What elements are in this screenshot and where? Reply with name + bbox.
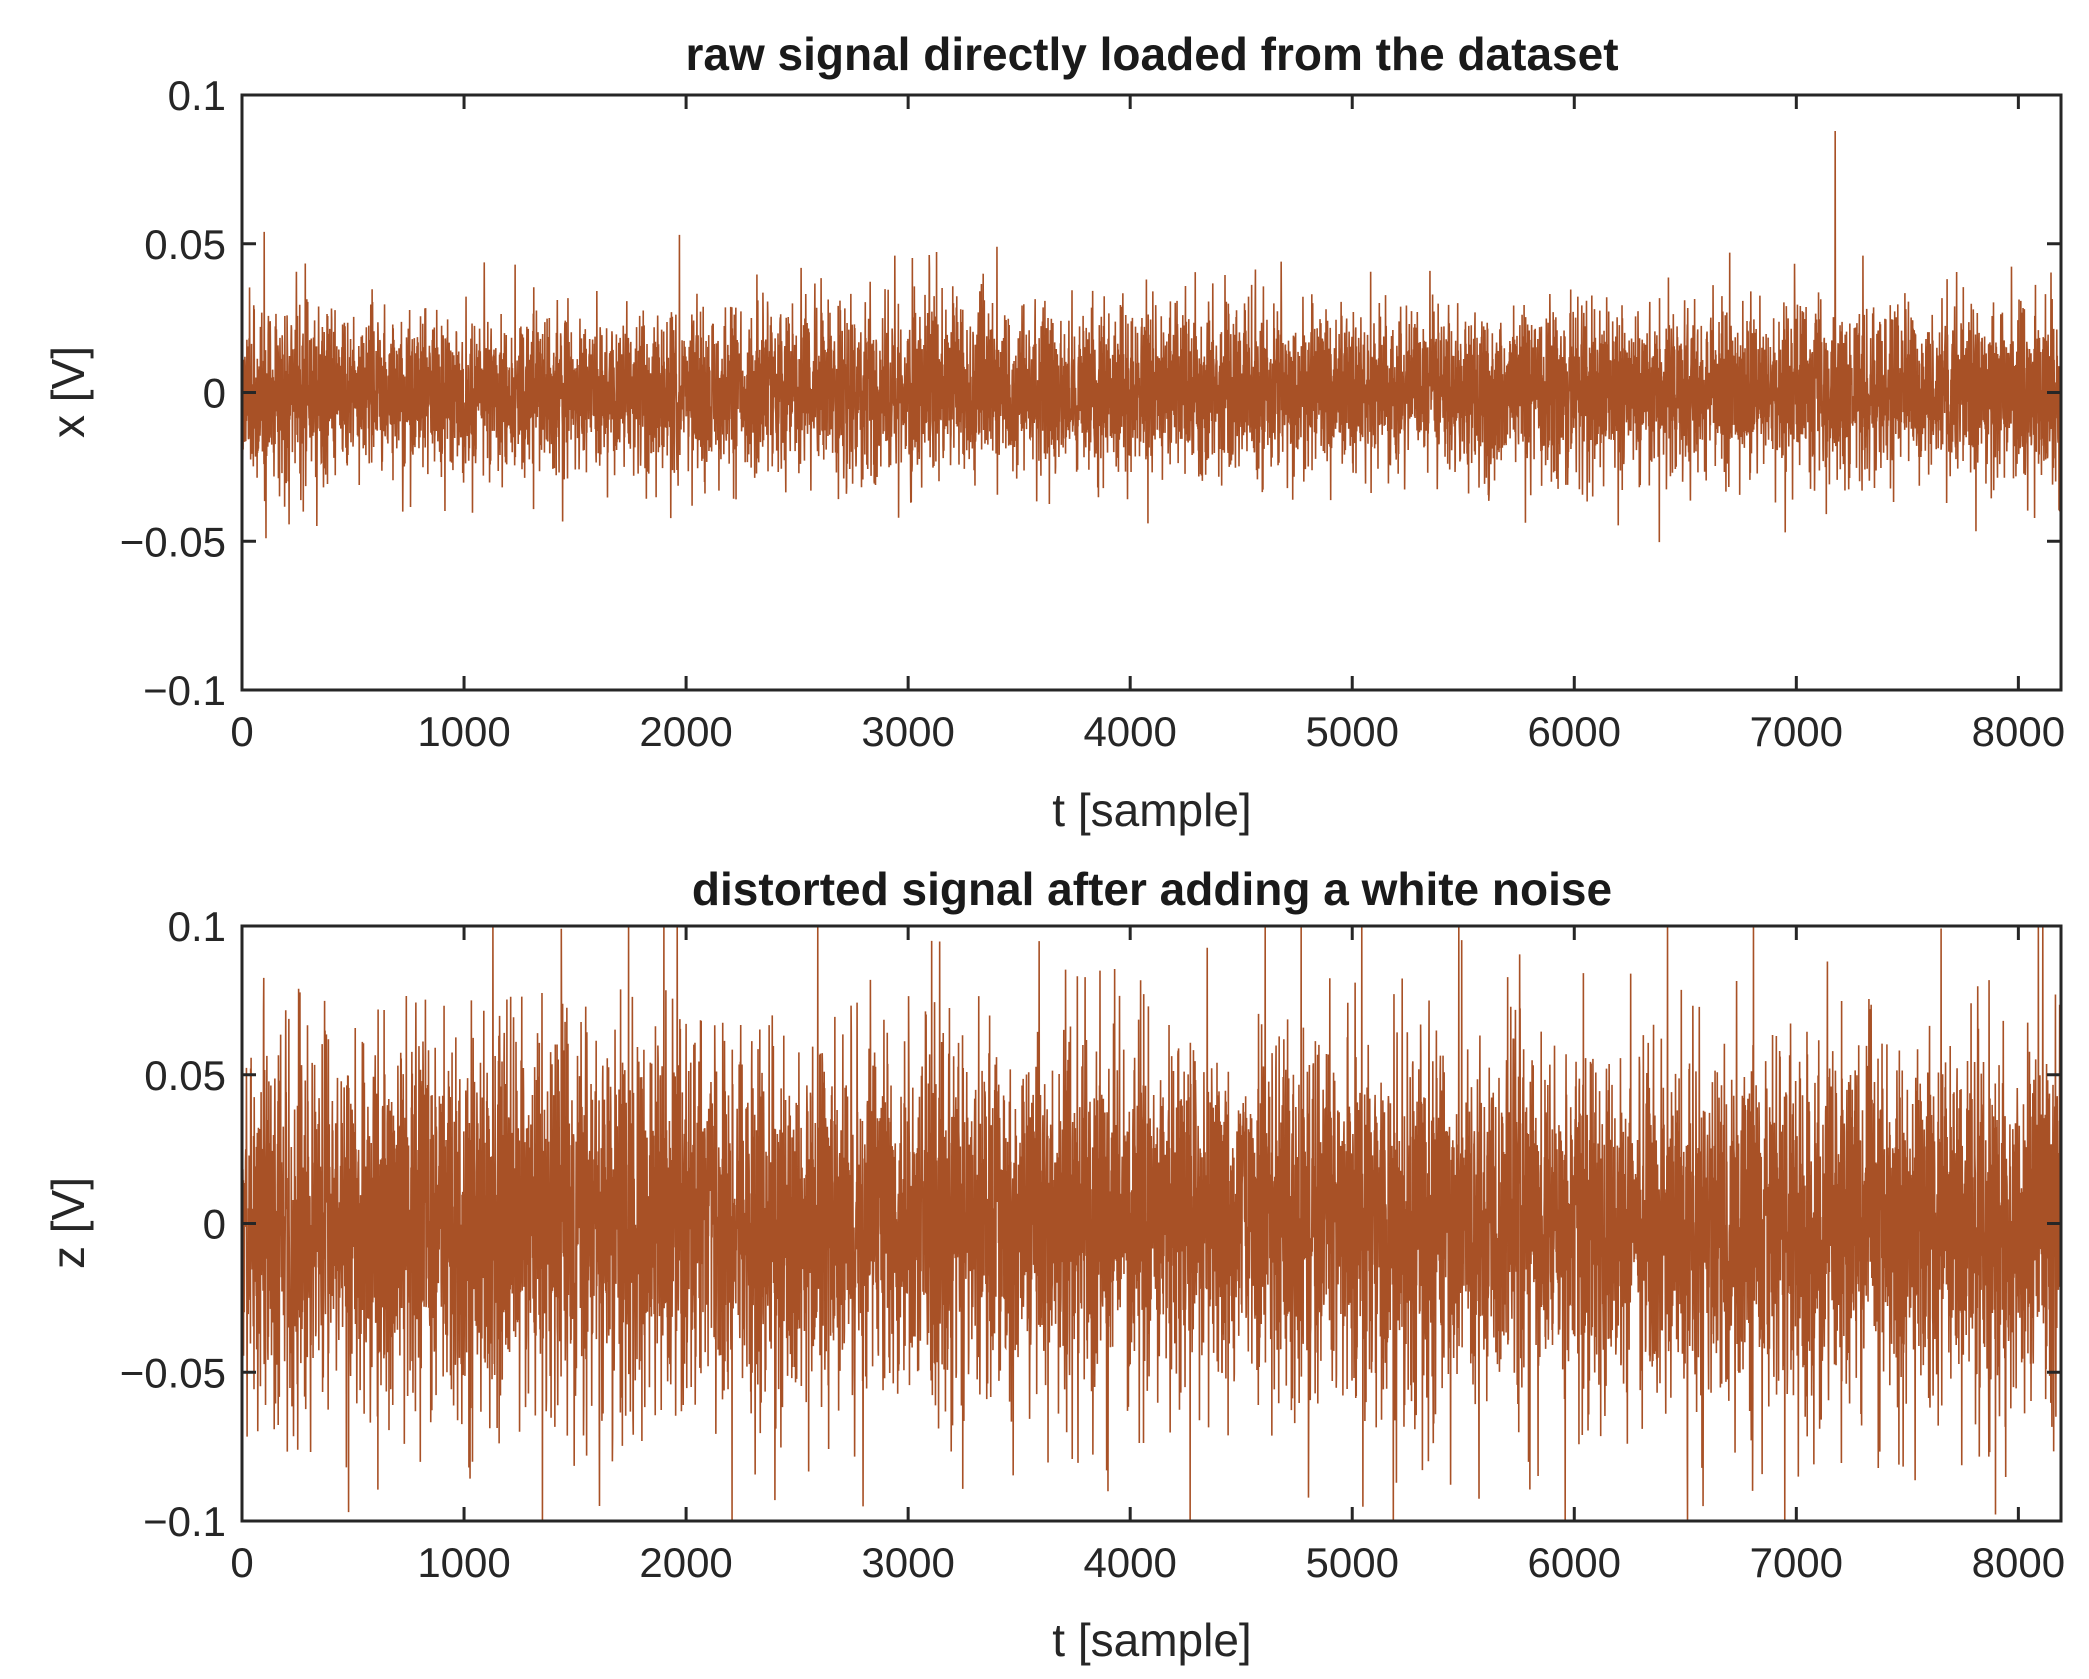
x-tick-label: 6000 (1528, 1539, 1621, 1586)
y-tick-label: −0.1 (143, 1498, 226, 1545)
y-tick-label: −0.05 (120, 518, 226, 565)
y-tick-label: 0 (203, 1201, 226, 1248)
x-tick-label: 1000 (417, 708, 510, 755)
x-tick-label: 7000 (1750, 1539, 1843, 1586)
axis-ticks: 0 1000 2000 3000 4000 5000 6000 7000 8000 0.1 0.05… (120, 72, 2065, 755)
y-axis-label: z [V] (42, 1177, 94, 1269)
y-axis-label: x [V] (42, 346, 94, 438)
y-tick-label: 0.05 (144, 221, 226, 268)
x-tick-label: 7000 (1750, 708, 1843, 755)
signal-line (242, 926, 2061, 1521)
x-tick-label: 5000 (1306, 1539, 1399, 1586)
x-tick-label: 3000 (861, 1539, 954, 1586)
plot-area (242, 926, 2061, 1521)
x-tick-label: 3000 (861, 708, 954, 755)
x-axis-label: t [sample] (1052, 1614, 1251, 1666)
distorted-signal-chart: distorted signal after adding a white no… (42, 863, 2065, 1666)
x-tick-label: 6000 (1528, 708, 1621, 755)
x-tick-label: 0 (230, 1539, 253, 1586)
raw-signal-chart: raw signal directly loaded from the data… (42, 28, 2065, 836)
x-tick-label: 2000 (639, 1539, 732, 1586)
x-tick-label: 1000 (417, 1539, 510, 1586)
y-tick-label: 0.1 (168, 903, 226, 950)
chart-title: raw signal directly loaded from the data… (685, 28, 1618, 80)
x-tick-label: 2000 (639, 708, 732, 755)
plot-area (242, 131, 2061, 543)
x-axis-label: t [sample] (1052, 784, 1251, 836)
x-tick-label: 8000 (1972, 1539, 2065, 1586)
chart-title: distorted signal after adding a white no… (692, 863, 1612, 915)
y-tick-label: −0.1 (143, 667, 226, 714)
y-tick-label: 0.1 (168, 72, 226, 119)
x-tick-label: 5000 (1306, 708, 1399, 755)
y-tick-label: 0.05 (144, 1052, 226, 1099)
y-tick-label: 0 (203, 370, 226, 417)
axis-ticks: 0 1000 2000 3000 4000 5000 6000 7000 8000 0.1 0.05… (120, 903, 2065, 1586)
x-tick-label: 0 (230, 708, 253, 755)
signal-line (242, 131, 2061, 543)
x-tick-label: 8000 (1972, 708, 2065, 755)
x-tick-label: 4000 (1083, 708, 1176, 755)
x-tick-label: 4000 (1083, 1539, 1176, 1586)
y-tick-label: −0.05 (120, 1349, 226, 1396)
